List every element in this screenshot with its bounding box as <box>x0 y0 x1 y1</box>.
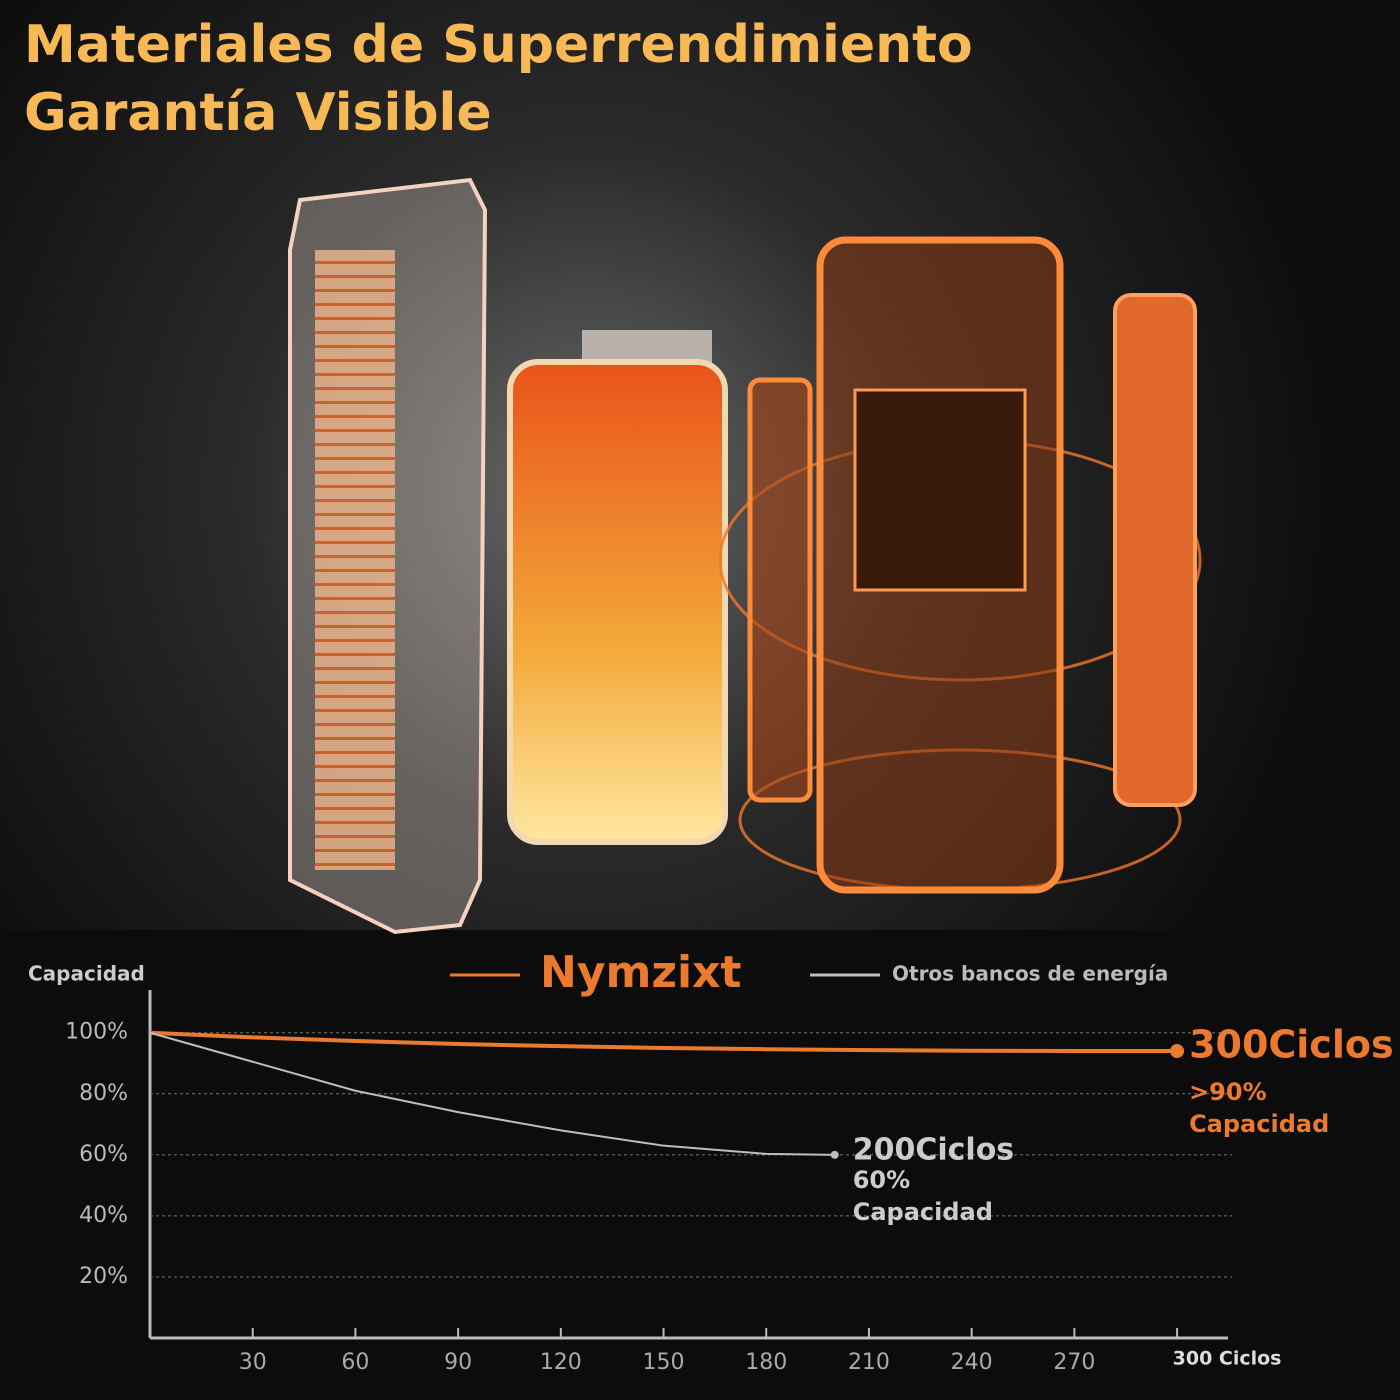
y-tick-label: 60% <box>79 1142 128 1167</box>
side-cover <box>1113 293 1197 807</box>
title: Materiales de Superrendimiento <box>24 15 973 75</box>
y-axis-label: Capacidad <box>28 962 145 986</box>
x-tick-label: 120 <box>540 1350 582 1375</box>
annotation: Capacidad <box>1189 1110 1329 1138</box>
panel-stripes <box>315 250 395 870</box>
y-tick-label: 20% <box>79 1264 128 1289</box>
plot: 20% 40% 60% 80% 100% 30 60 90 120 150 180 210 240 270… <box>65 947 1393 1375</box>
x-tick-label: 270 <box>1053 1350 1095 1375</box>
series-line <box>149 1031 835 1156</box>
annotation: 200Ciclos <box>853 1132 1014 1167</box>
side-cover <box>747 377 813 803</box>
x-tick-label: 180 <box>745 1350 787 1375</box>
end-point <box>830 1150 839 1159</box>
y-tick-label: 80% <box>79 1081 128 1106</box>
illustration <box>288 177 1202 935</box>
annotation: 300Ciclos <box>1189 1023 1394 1067</box>
annotation: 60% <box>853 1166 910 1194</box>
x-tick-label: 300 Ciclos <box>1173 1348 1282 1370</box>
x-tick-label: 60 <box>341 1350 369 1375</box>
battery-cell <box>507 359 728 845</box>
chart-background <box>0 930 1400 1400</box>
legend-label: Otros bancos de energía <box>892 962 1168 986</box>
x-tick-label: 240 <box>951 1350 993 1375</box>
y-tick-label: 40% <box>79 1203 128 1228</box>
legend-label: Nymzixt <box>540 947 741 998</box>
annotation: >90% <box>1189 1078 1267 1106</box>
y-tick-label: 100% <box>65 1020 128 1045</box>
x-tick-label: 150 <box>643 1350 685 1375</box>
subtitle: Garantía Visible <box>24 83 492 143</box>
end-point <box>1170 1044 1185 1059</box>
series-line <box>149 1030 1178 1054</box>
annotation: Capacidad <box>853 1198 993 1226</box>
x-tick-label: 90 <box>444 1350 472 1375</box>
x-tick-label: 30 <box>239 1350 267 1375</box>
x-tick-label: 210 <box>848 1350 890 1375</box>
circuit <box>853 388 1027 592</box>
